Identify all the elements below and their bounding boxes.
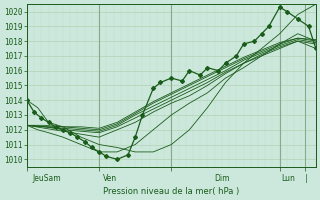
Text: Dim: Dim [215,174,230,183]
Text: JeuSam: JeuSam [32,174,61,183]
Text: |: | [305,174,308,183]
Text: Ven: Ven [103,174,117,183]
X-axis label: Pression niveau de la mer( hPa ): Pression niveau de la mer( hPa ) [103,187,239,196]
Text: Lun: Lun [282,174,295,183]
